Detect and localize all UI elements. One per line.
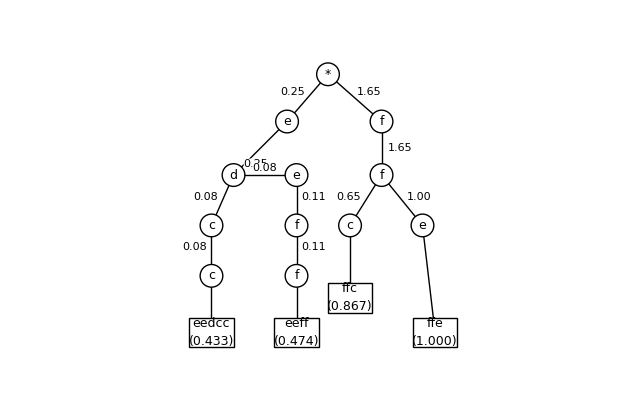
Ellipse shape <box>222 164 245 187</box>
Ellipse shape <box>411 214 434 237</box>
Text: 0.11: 0.11 <box>301 192 326 202</box>
FancyBboxPatch shape <box>328 283 372 313</box>
Ellipse shape <box>276 110 298 133</box>
Text: c: c <box>208 219 215 232</box>
Ellipse shape <box>200 214 223 237</box>
Text: 1.65: 1.65 <box>357 88 381 97</box>
Text: d: d <box>230 169 237 182</box>
Text: c: c <box>208 270 215 282</box>
Text: f: f <box>380 115 384 128</box>
FancyBboxPatch shape <box>413 317 457 348</box>
Ellipse shape <box>370 164 393 187</box>
Text: 0.25: 0.25 <box>244 159 268 169</box>
Ellipse shape <box>285 265 308 287</box>
Ellipse shape <box>285 214 308 237</box>
Text: ffc
(0.867): ffc (0.867) <box>327 282 373 313</box>
Text: 0.25: 0.25 <box>280 88 305 97</box>
Text: 0.65: 0.65 <box>336 192 361 202</box>
Text: f: f <box>294 219 299 232</box>
Text: *: * <box>325 68 331 81</box>
Text: f: f <box>380 169 384 182</box>
Text: 1.00: 1.00 <box>407 192 431 202</box>
Text: 0.08: 0.08 <box>182 243 207 252</box>
Text: eedcc
(0.433): eedcc (0.433) <box>189 317 234 348</box>
Text: eeff
(0.474): eeff (0.474) <box>274 317 319 348</box>
Text: 0.08: 0.08 <box>193 192 218 202</box>
Ellipse shape <box>370 110 393 133</box>
Ellipse shape <box>339 214 362 237</box>
Text: 0.08: 0.08 <box>253 163 277 173</box>
Ellipse shape <box>285 164 308 187</box>
Text: 0.11: 0.11 <box>301 243 326 252</box>
FancyBboxPatch shape <box>275 317 319 348</box>
Ellipse shape <box>317 63 339 85</box>
FancyBboxPatch shape <box>189 317 234 348</box>
Text: e: e <box>283 115 291 128</box>
Text: 1.65: 1.65 <box>388 143 413 153</box>
Text: ffe
(1.000): ffe (1.000) <box>412 317 458 348</box>
Text: f: f <box>294 270 299 282</box>
Ellipse shape <box>200 265 223 287</box>
Text: e: e <box>419 219 426 232</box>
Text: c: c <box>346 219 353 232</box>
Text: e: e <box>292 169 300 182</box>
